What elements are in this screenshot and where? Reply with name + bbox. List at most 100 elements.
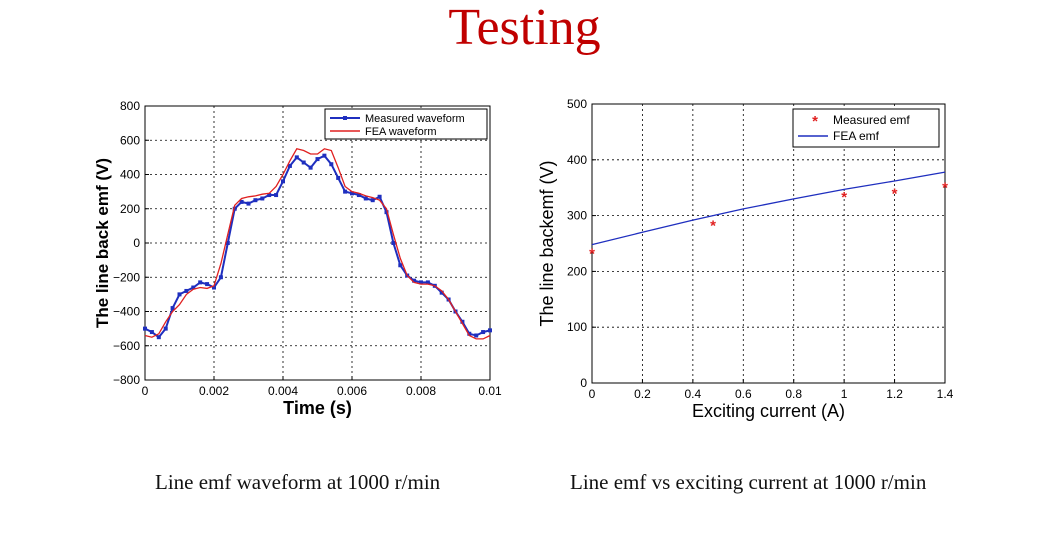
x-tick-label: 0.01 [478,384,502,398]
x-tick-label: 0.006 [337,384,367,398]
data-point [398,263,403,268]
legend-box [792,108,940,148]
data-point [315,157,320,162]
chart-1: 0 0.002 0.004 0.006 0.008 0.01 800 600 400 200 0 −2… [93,99,502,418]
data-point [170,306,175,311]
data-point [267,193,272,198]
y-tick-label: −600 [113,339,140,353]
data-point [412,278,417,283]
x-tick-label: 0 [589,387,596,401]
legend-item: FEA waveform [330,126,437,138]
data-point [274,193,279,198]
x-tick-label: 1.4 [937,387,954,401]
y-axis-label: The line back emf (V) [93,158,112,328]
x-tick-label: 0.002 [199,384,229,398]
data-point [191,285,196,290]
data-point [232,206,237,211]
plot-frame [591,103,946,384]
y-tick-label: −800 [113,373,140,387]
y-tick-label: 300 [567,209,587,223]
y-tick-label: −200 [113,270,140,284]
data-point [460,319,465,324]
x-axis-label: Time (s) [283,398,352,418]
x-tick-label: 0.008 [406,384,436,398]
data-point [149,330,154,335]
legend-item: * Measured emf [812,113,910,130]
legend: * Measured emf FEA emf [792,108,940,148]
data-point [370,198,375,203]
legend-item: Measured waveform [330,113,465,125]
chart-2: 0 0.2 0.4 0.6 0.8 1 1.2 1.4 500 400 300 200 100 0 Exci… [537,97,954,421]
data-point [205,282,210,287]
data-point [218,275,223,280]
data-point [212,285,216,290]
data-point [246,201,251,206]
data-point [225,241,230,245]
data-point [184,288,189,293]
data-point [391,241,396,245]
y-axis-label: The line backemf (V) [537,160,557,326]
right-chart-caption: Line emf vs exciting current at 1000 r/m… [570,470,927,494]
y-tick-label: 200 [120,202,140,216]
x-axis-label: Exciting current (A) [692,401,845,421]
data-point [177,292,182,297]
data-point [329,162,334,167]
data-point [488,328,492,333]
data-point [163,326,168,331]
x-tick-label: 0.004 [268,384,298,398]
x-tick-label: 0 [142,384,149,398]
data-point [287,163,292,168]
y-tick-label: 500 [567,97,587,111]
legend-label: FEA waveform [365,126,437,138]
data-point: * [710,218,716,235]
legend-label: Measured waveform [365,113,465,125]
data-point [336,175,341,180]
legend-item: FEA emf [798,129,880,143]
x-tick-label: 0.4 [685,387,702,401]
y-tick-label: 600 [120,133,140,147]
data-point [294,155,299,160]
data-point [384,210,389,215]
y-tick-label: 100 [567,320,587,334]
y-tick-label: 200 [567,264,587,278]
x-tick-label: 0.6 [735,387,752,401]
x-tick-label: 1.2 [886,387,903,401]
data-point [253,198,258,203]
data-point: * [942,180,948,197]
x-tick-label: 1 [841,387,848,401]
legend-label: FEA emf [833,129,880,143]
slide-title: Testing [448,0,601,56]
series-line [591,171,946,246]
data-point: * [841,189,847,206]
y-tick-label: 0 [580,376,587,390]
data-point [467,331,472,336]
data-point [419,280,423,285]
data-point [425,280,430,285]
data-point: * [589,246,595,263]
data-point [377,194,382,199]
y-tick-label: 400 [567,153,587,167]
left-chart-caption: Line emf waveform at 1000 r/min [155,470,441,494]
data-point [198,280,203,285]
x-tick-label: 0.2 [634,387,651,401]
data-point [260,196,265,201]
data-point [474,333,479,338]
data-point [239,199,244,204]
y-tick-label: 0 [133,236,140,250]
data-point [481,330,486,335]
data-point [350,191,354,196]
data-point [143,326,147,331]
series-fea-waveform [144,148,491,340]
data-point [301,160,306,165]
data-point [439,290,444,295]
legend-label: Measured emf [833,113,910,127]
legend-star-icon: * [812,113,818,130]
series-line [144,148,491,340]
series-fea-emf [591,171,946,246]
data-point [343,189,348,194]
data-point: * [892,185,898,202]
data-point [281,179,285,184]
legend-marker-icon [343,116,347,120]
legend-box [324,108,488,140]
